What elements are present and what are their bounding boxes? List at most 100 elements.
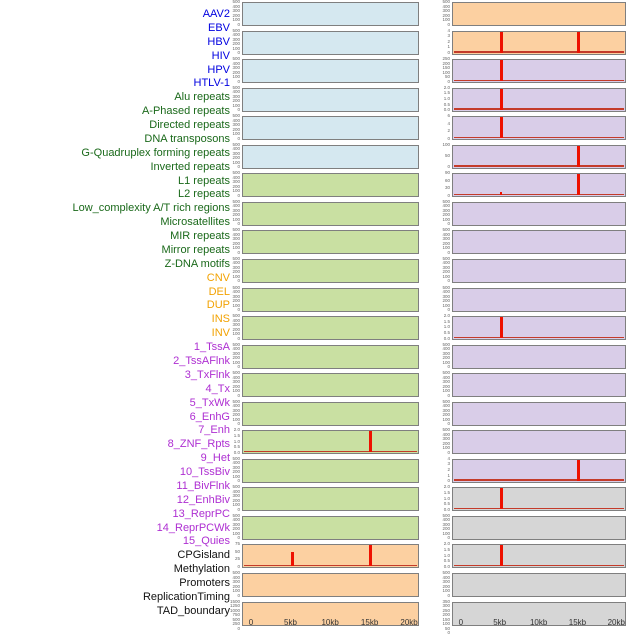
y-axis-ticks: 2.0 1.5 1.0 0.5 0.0 [406, 85, 450, 113]
y-tick-label: 500 [232, 113, 240, 119]
y-tick-label: 300 [442, 236, 450, 242]
y-tick-label: 500 [232, 227, 240, 233]
y-tick-label: 200 [442, 526, 450, 532]
y-tick-label: 0 [237, 78, 240, 84]
y-tick-label: 300 [442, 579, 450, 584]
signal-spike [500, 545, 504, 567]
y-tick-label: 400 [442, 346, 450, 352]
y-tick-label: 50 [234, 548, 240, 554]
feature-label: HBV [207, 35, 230, 48]
y-tick-label: 200 [442, 412, 450, 418]
y-tick-label: 300 [442, 8, 450, 13]
signal-spike [576, 174, 580, 196]
y-tick-label: 200 [442, 298, 450, 303]
y-tick-label: 500 [442, 570, 450, 575]
y-tick-label: 100 [232, 473, 240, 479]
y-tick-label: 0.5 [443, 329, 450, 335]
y-axis-ticks: 2.0 1.5 1.0 0.5 0.0 [406, 542, 450, 569]
y-tick-label: 500 [442, 512, 450, 518]
profile-panel [242, 287, 419, 312]
y-tick-label: 0 [237, 135, 240, 141]
y-tick-label: 0 [447, 164, 450, 170]
y-tick-label: 500 [442, 284, 450, 290]
profile-panel [452, 258, 626, 283]
y-tick-label: 400 [232, 203, 240, 209]
profile-panel [452, 30, 626, 55]
y-tick-label: 200 [232, 240, 240, 246]
y-tick-label: 200 [232, 126, 240, 132]
y-tick-label: 300 [232, 207, 240, 213]
y-axis-ticks: 500 400 300 200 100 0 [196, 0, 240, 27]
y-tick-label: 500 [442, 198, 450, 204]
profile-panel [452, 144, 626, 169]
profile-panel [242, 30, 419, 55]
y-tick-label: 0 [237, 21, 240, 27]
y-tick-label: 0 [447, 478, 450, 484]
y-tick-label: 0 [447, 449, 450, 455]
y-tick-label: 200 [232, 12, 240, 18]
y-tick-label: 100 [442, 388, 450, 394]
y-tick-label: 75 [234, 541, 240, 547]
profile-panel [242, 144, 419, 169]
y-tick-label: 1.0 [233, 438, 240, 444]
y-tick-label: 200 [442, 240, 450, 246]
y-tick-label: 0.0 [443, 506, 450, 512]
feature-label: Methylation [173, 563, 230, 576]
y-tick-label: 150 [442, 65, 450, 71]
y-tick-label: 300 [232, 379, 240, 385]
y-axis-ticks: 500 400 300 200 100 0 [406, 428, 450, 455]
feature-label: HIV [211, 49, 230, 62]
signal-baseline [454, 193, 624, 196]
y-tick-label: 200 [232, 383, 240, 389]
y-tick-label: 0 [237, 478, 240, 484]
y-tick-label: 500 [232, 570, 240, 575]
y-tick-label: 1000 [229, 607, 240, 613]
feature-label: AAV2 [202, 8, 230, 20]
profile-panel [452, 458, 626, 483]
feature-label: Inverted repeats [150, 160, 231, 173]
y-tick-label: 100 [232, 245, 240, 251]
y-tick-label: 1500 [229, 598, 240, 604]
y-axis-ticks: 90 60 30 0 [406, 171, 450, 198]
y-tick-label: 0 [447, 307, 450, 312]
profile-panel [452, 287, 626, 312]
y-axis-ticks: 100 50 0 [406, 142, 450, 170]
y-tick-label: 300 [232, 579, 240, 584]
feature-label: 14_ReprPCWk [156, 521, 230, 534]
y-tick-label: 250 [442, 607, 450, 613]
y-axis-ticks: 500 400 300 200 100 0 [196, 285, 240, 313]
y-tick-label: 0 [237, 107, 240, 113]
y-tick-label: 400 [232, 117, 240, 123]
y-tick-label: 300 [232, 322, 240, 328]
y-tick-label: 350 [442, 598, 450, 604]
feature-label: INV [211, 327, 230, 340]
feature-label: L2 repeats [178, 188, 230, 201]
y-tick-label: 500 [232, 0, 240, 4]
y-tick-label: 300 [442, 264, 450, 270]
y-tick-label: 400 [442, 431, 450, 437]
profile-panel [452, 515, 626, 540]
y-tick-label: 300 [232, 179, 240, 185]
y-axis-ticks: 500 400 300 200 100 0 [406, 399, 450, 427]
y-tick-label: 300 [232, 8, 240, 13]
y-tick-label: 100 [442, 621, 450, 627]
y-axis-ticks: 500 400 300 200 100 0 [406, 0, 450, 27]
y-tick-label: 300 [232, 521, 240, 527]
y-tick-label: 400 [232, 317, 240, 323]
y-tick-label: 200 [232, 69, 240, 75]
y-tick-label: 300 [442, 207, 450, 213]
signal-spike [500, 317, 504, 339]
y-tick-label: 100 [232, 416, 240, 422]
feature-label: Mirror repeats [161, 243, 230, 256]
y-tick-label: 2 [447, 467, 450, 473]
y-tick-label: 400 [232, 60, 240, 66]
x-tick-label: 0 [248, 618, 254, 627]
y-tick-label: 300 [232, 65, 240, 71]
y-tick-label: 1.0 [443, 324, 450, 330]
y-axis-ticks: 500 400 300 200 100 0 [406, 256, 450, 284]
y-axis-ticks: 500 400 300 200 100 0 [196, 485, 240, 512]
y-tick-label: 0 [447, 421, 450, 427]
y-axis-ticks: 2.0 1.5 1.0 0.5 0.0 [406, 485, 450, 512]
y-axis-ticks: 500 400 300 200 100 0 [196, 114, 240, 141]
y-tick-label: 300 [232, 350, 240, 356]
